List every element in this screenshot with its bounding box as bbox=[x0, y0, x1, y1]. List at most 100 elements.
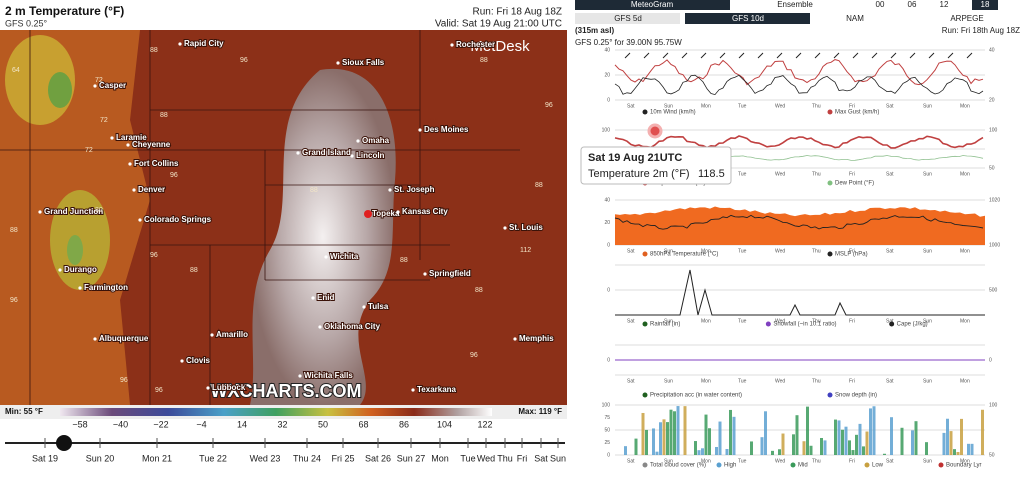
run-tab[interactable] bbox=[972, 0, 998, 10]
cloud-bar bbox=[697, 450, 701, 455]
cloud-bar bbox=[673, 411, 676, 455]
model-label: ARPEGE bbox=[950, 14, 983, 23]
wind-arrow bbox=[662, 52, 669, 59]
tab-label: Ensemble bbox=[777, 0, 813, 9]
y-label: 40 bbox=[604, 197, 610, 203]
model-tab[interactable] bbox=[575, 13, 680, 24]
day-label: Sun bbox=[664, 248, 673, 254]
legend-label: Low bbox=[872, 463, 884, 469]
day-label: Sun bbox=[664, 103, 673, 109]
day-label: Mon bbox=[960, 458, 970, 464]
y-label: 0 bbox=[607, 452, 610, 458]
valid: Valid: Sat 19 Aug 21:00 UTC bbox=[435, 19, 562, 30]
scale-tick: 14 bbox=[237, 419, 247, 429]
y2-label: 1000 bbox=[989, 242, 1000, 248]
model: GFS 0.25° bbox=[5, 18, 48, 28]
city-label: Texarkana bbox=[417, 385, 457, 394]
cloud-bar bbox=[778, 449, 781, 455]
day-label: Sat bbox=[886, 103, 894, 109]
city-dot bbox=[38, 210, 42, 214]
city-dot bbox=[396, 210, 400, 214]
series-line bbox=[614, 59, 984, 86]
legend-label: Total cloud cover (%) bbox=[650, 463, 706, 469]
y-label: 25 bbox=[604, 440, 610, 446]
day-label: Mon bbox=[701, 378, 711, 384]
cloud-bar bbox=[771, 450, 774, 455]
wind-arrow bbox=[776, 52, 783, 59]
cloud-bar bbox=[634, 438, 638, 455]
cloud-bar bbox=[694, 441, 697, 455]
timeline-label: Mon bbox=[431, 453, 449, 463]
contour-value: 88 bbox=[535, 182, 543, 189]
city-dot bbox=[206, 386, 210, 390]
legend-swatch bbox=[642, 462, 648, 468]
tab[interactable] bbox=[575, 0, 730, 10]
city-dot bbox=[78, 286, 82, 290]
wind-arrow bbox=[643, 52, 650, 59]
timeline-label: Fri bbox=[517, 453, 528, 463]
cloud-bar bbox=[760, 437, 764, 455]
city-label: Oklahoma City bbox=[324, 322, 381, 331]
legend-swatch bbox=[827, 392, 833, 398]
city-dot bbox=[350, 154, 354, 158]
cloud-bar bbox=[708, 428, 711, 455]
day-label: Thu bbox=[812, 318, 821, 324]
city-label: Cheyenne bbox=[132, 140, 171, 149]
city-label: Durango bbox=[64, 265, 97, 274]
day-label: Tue bbox=[738, 458, 747, 464]
city-label: Amarillo bbox=[216, 330, 248, 339]
wind-arrow bbox=[757, 52, 764, 59]
city-dot bbox=[418, 128, 422, 132]
cloud-bar bbox=[949, 431, 953, 455]
day-label: Mon bbox=[960, 378, 970, 384]
cloud-bar bbox=[970, 443, 974, 455]
legend-label: Snow depth (in) bbox=[835, 393, 877, 399]
legend-swatch bbox=[642, 392, 648, 398]
day-label: Sun bbox=[664, 378, 673, 384]
day-label: Tue bbox=[738, 378, 747, 384]
city-dot bbox=[362, 305, 366, 309]
timeline-label: Thu 24 bbox=[293, 453, 321, 463]
day-label: Thu bbox=[812, 378, 821, 384]
cloud-bar bbox=[837, 420, 841, 455]
y-label: 0 bbox=[607, 97, 610, 103]
selected-point[interactable] bbox=[364, 210, 372, 218]
tooltip-label: Temperature 2m (°F) bbox=[588, 168, 690, 180]
tooltip-point[interactable] bbox=[647, 123, 663, 139]
day-label: Mon bbox=[960, 103, 970, 109]
legend-swatch bbox=[827, 251, 833, 257]
model-tab[interactable] bbox=[685, 13, 810, 24]
wind-arrow bbox=[966, 52, 973, 59]
city-label: Fort Collins bbox=[134, 159, 179, 168]
wind-arrow bbox=[795, 52, 802, 59]
city-label: Tulsa bbox=[368, 302, 389, 311]
cloud-bar bbox=[683, 406, 687, 455]
timeline-handle[interactable] bbox=[56, 435, 72, 451]
day-label: Thu bbox=[812, 103, 821, 109]
cloud-bar bbox=[725, 449, 729, 455]
run-label: 12 bbox=[940, 0, 949, 9]
day-label: Sun bbox=[923, 171, 932, 177]
day-label: Tue bbox=[738, 171, 747, 177]
wind-arrow bbox=[833, 52, 840, 59]
run-label: 06 bbox=[908, 0, 917, 9]
cloud-bar bbox=[858, 423, 862, 455]
scale-tick: −58 bbox=[72, 419, 87, 429]
cloud-bar bbox=[704, 414, 708, 455]
tab-label: MeteoGram bbox=[631, 0, 674, 9]
timeline-label: Sat 26 bbox=[365, 453, 391, 463]
city-dot bbox=[128, 162, 132, 166]
contour-value: 88 bbox=[475, 287, 483, 294]
y-label: 20 bbox=[604, 72, 610, 78]
wind-arrow bbox=[852, 52, 859, 59]
city-dot bbox=[296, 151, 300, 155]
contour-value: 96 bbox=[10, 297, 18, 304]
legend-swatch bbox=[889, 321, 895, 327]
scale-tick: 86 bbox=[399, 419, 409, 429]
cloud-bar bbox=[669, 409, 673, 455]
city-label: Wichita Falls bbox=[304, 371, 353, 380]
y2-label: 100 bbox=[989, 402, 998, 408]
city-label: Colorado Springs bbox=[144, 215, 212, 224]
cloud-bar bbox=[823, 440, 827, 455]
wind-arrow bbox=[681, 52, 688, 59]
